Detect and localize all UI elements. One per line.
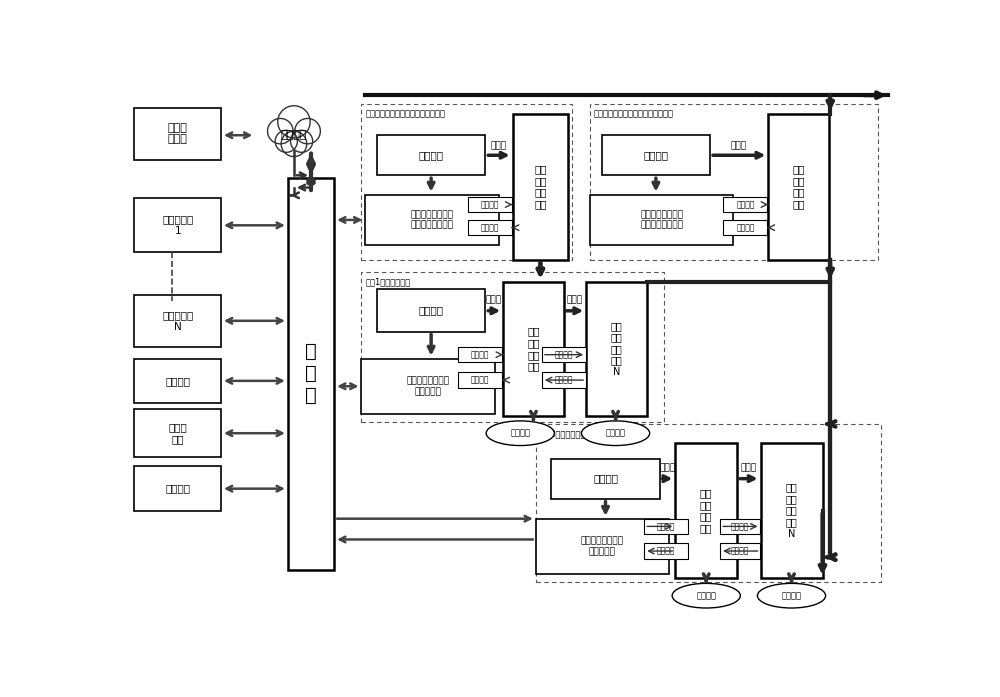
Text: 远程用户端
1: 远程用户端 1 <box>162 215 193 236</box>
Text: 直流电: 直流电 <box>741 464 757 473</box>
Circle shape <box>275 130 297 153</box>
Bar <box>761 443 822 578</box>
Text: 互
联
网: 互 联 网 <box>305 342 317 406</box>
Bar <box>644 519 688 534</box>
Text: 用电设备: 用电设备 <box>606 429 626 438</box>
Text: 用电数据: 用电数据 <box>480 223 499 232</box>
Bar <box>134 295 221 347</box>
Text: 直流电: 直流电 <box>566 296 583 305</box>
Bar <box>720 519 760 534</box>
Bar <box>134 107 221 160</box>
Circle shape <box>281 131 307 157</box>
Text: 直流电: 直流电 <box>731 141 747 150</box>
Text: 供电部门: 供电部门 <box>165 376 190 386</box>
Bar <box>458 347 502 362</box>
Text: 用电数据: 用电数据 <box>731 546 749 556</box>
Text: 用电设备: 用电设备 <box>696 591 716 600</box>
Bar <box>542 372 586 388</box>
Bar <box>361 272 664 422</box>
Text: 控制信号: 控制信号 <box>657 522 676 531</box>
Bar <box>512 114 568 260</box>
Bar <box>723 197 767 212</box>
Text: 用电数据: 用电数据 <box>657 546 676 556</box>
Text: 物联
网智
能断
路器: 物联 网智 能断 路器 <box>534 164 547 209</box>
Circle shape <box>278 106 310 138</box>
Bar <box>551 459 660 498</box>
Text: 直流电: 直流电 <box>486 296 502 305</box>
Bar <box>134 409 221 457</box>
Bar <box>377 289 485 332</box>
Bar <box>675 443 737 578</box>
Bar <box>586 282 647 416</box>
Text: 电源模块: 电源模块 <box>419 305 444 316</box>
Ellipse shape <box>581 421 650 445</box>
Text: 控制信号: 控制信号 <box>736 200 755 209</box>
Text: 具有数据存储功能
の通讯模块: 具有数据存储功能 の通讯模块 <box>407 376 450 396</box>
Bar <box>536 519 669 574</box>
Bar <box>723 220 767 236</box>
Text: 应急管
理部: 应急管 理部 <box>168 422 187 444</box>
Text: 具有数据存储和显
示功能的通讯模块: 具有数据存储和显 示功能的通讯模块 <box>640 210 683 229</box>
Bar <box>365 194 499 245</box>
Text: 直流电: 直流电 <box>490 141 507 150</box>
Bar <box>377 135 485 175</box>
Text: 电源模块: 电源模块 <box>419 151 444 160</box>
Text: 物联
网智
能断
路器: 物联 网智 能断 路器 <box>792 164 805 209</box>
Bar <box>134 199 221 252</box>
Text: 用户N的室内配电箱: 用户N的室内配电箱 <box>540 429 586 438</box>
Bar <box>768 114 829 260</box>
Bar <box>720 544 760 559</box>
Ellipse shape <box>672 583 740 608</box>
Text: 电源模块: 电源模块 <box>593 474 618 484</box>
Text: 用电设备: 用电设备 <box>782 591 802 600</box>
Text: 电费计
算系统: 电费计 算系统 <box>168 123 188 144</box>
Bar <box>590 105 878 260</box>
Text: 消防部门: 消防部门 <box>165 484 190 493</box>
Bar <box>536 424 881 582</box>
Bar <box>503 282 564 416</box>
Bar <box>361 105 572 260</box>
Bar <box>134 358 221 403</box>
Text: 控制信号: 控制信号 <box>480 200 499 209</box>
Text: 远程用户端
N: 远程用户端 N <box>162 310 193 332</box>
Text: 控制信号: 控制信号 <box>555 350 573 359</box>
Bar <box>468 197 512 212</box>
Bar <box>602 135 710 175</box>
Text: 控制信号: 控制信号 <box>731 522 749 531</box>
Text: 用电数据: 用电数据 <box>471 376 490 385</box>
Text: 物联
网智
能断
路器: 物联 网智 能断 路器 <box>527 326 540 372</box>
Bar <box>288 178 334 570</box>
Text: 电源模块: 电源模块 <box>643 151 668 160</box>
Bar <box>458 372 502 388</box>
Bar <box>134 466 221 511</box>
Circle shape <box>268 118 293 144</box>
Ellipse shape <box>757 583 826 608</box>
Text: 用电数据: 用电数据 <box>736 223 755 232</box>
Text: 控制信号: 控制信号 <box>471 350 490 359</box>
Text: 云服务器: 云服务器 <box>281 130 307 140</box>
Text: 物联
网智
能断
路器
N: 物联 网智 能断 路器 N <box>786 482 797 539</box>
Circle shape <box>291 130 313 153</box>
Text: 用于用电贸易结算的一户一表配电箱: 用于用电贸易结算的一户一表配电箱 <box>365 110 445 118</box>
Text: 物联
网智
能断
路器: 物联 网智 能断 路器 <box>700 488 712 533</box>
Bar <box>468 220 512 236</box>
Text: 用电设备: 用电设备 <box>510 429 530 438</box>
Text: 具有数据存储功能
の通讯模块: 具有数据存储功能 の通讯模块 <box>581 537 624 556</box>
Text: 物联
网智
能断
路器
N: 物联 网智 能断 路器 N <box>610 321 622 377</box>
Bar <box>590 194 733 245</box>
Text: 用户1的室内配电箱: 用户1的室内配电箱 <box>365 277 411 286</box>
Text: 直流电: 直流电 <box>659 464 676 473</box>
Text: 用于用电贸易结算的一户一表配电箱: 用于用电贸易结算的一户一表配电箱 <box>594 110 674 118</box>
Bar <box>644 544 688 559</box>
Ellipse shape <box>486 421 554 445</box>
Bar <box>361 358 495 414</box>
Text: 具有数据存储和显
示功能的通讯模块: 具有数据存储和显 示功能的通讯模块 <box>410 210 453 229</box>
Bar <box>542 347 586 362</box>
Text: 用电数据: 用电数据 <box>555 376 573 385</box>
Circle shape <box>295 118 320 144</box>
